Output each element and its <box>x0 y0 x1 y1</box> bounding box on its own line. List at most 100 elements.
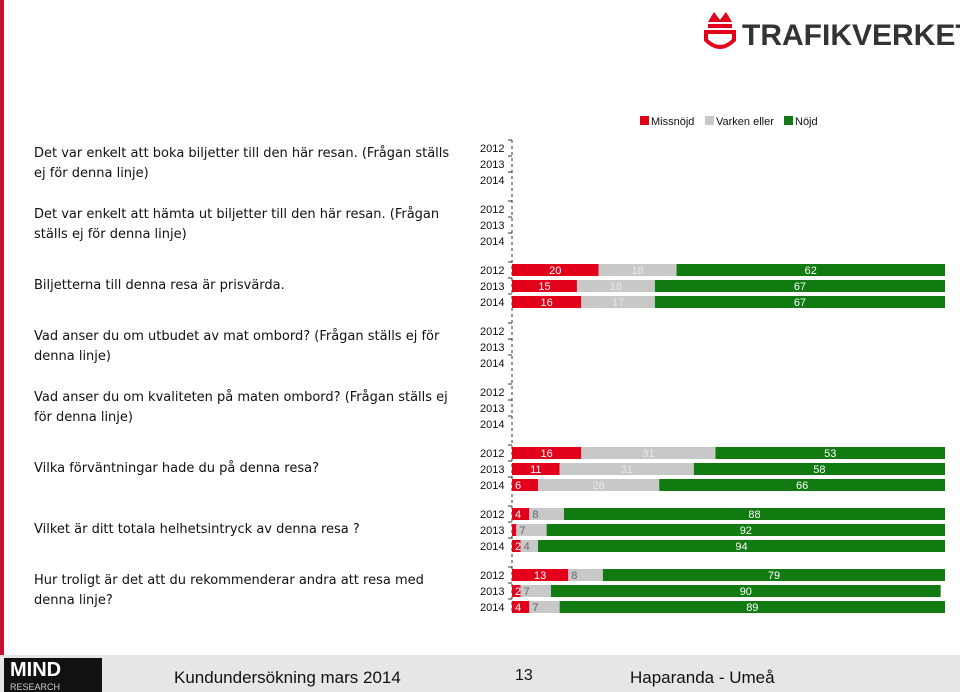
year-label: 2013 <box>480 403 504 415</box>
bar-segment <box>520 540 538 552</box>
year-label: 2014 <box>480 602 504 614</box>
footer-logo: MIND <box>10 659 61 681</box>
bar-segment <box>693 463 945 475</box>
logo-text: TRAFIKVERKET <box>742 19 960 52</box>
bar-segment <box>559 463 694 475</box>
year-label: 2013 <box>480 220 504 232</box>
value-label: 31 <box>621 464 633 476</box>
value-label: 4 <box>515 509 521 521</box>
value-label: 8 <box>571 570 577 582</box>
value-label: 11 <box>530 464 541 476</box>
footer-bar <box>0 655 960 692</box>
question-label: Det var enkelt att hämta ut biljetter ti… <box>34 207 440 242</box>
year-label: 2014 <box>480 541 504 553</box>
value-label: 7 <box>532 602 538 614</box>
value-label: 16 <box>541 297 553 309</box>
year-label: 2012 <box>480 448 504 460</box>
bar-segment <box>512 280 577 292</box>
year-label: 2013 <box>480 281 504 293</box>
footer-left: Kundundersökning mars 2014 <box>174 668 401 687</box>
year-label: 2012 <box>480 509 504 521</box>
bar-segment <box>568 569 603 581</box>
value-label: 15 <box>538 281 550 293</box>
bar-segment <box>512 585 521 597</box>
page-number: 13 <box>515 667 533 684</box>
footer-logo-box <box>4 658 102 692</box>
footer-logo-sub: RESEARCH <box>10 682 60 692</box>
value-label: 2 <box>515 541 521 553</box>
value-label: 67 <box>794 281 806 293</box>
year-label: 2013 <box>480 525 504 537</box>
year-label: 2014 <box>480 236 504 248</box>
year-label: 2014 <box>480 297 504 309</box>
value-label: 17 <box>612 297 624 309</box>
value-label: 8 <box>532 509 538 521</box>
bar-segment <box>581 447 716 459</box>
year-label: 2013 <box>480 342 504 354</box>
question-label: Biljetterna till denna resa är prisvärda… <box>34 278 285 293</box>
value-label: 67 <box>794 297 806 309</box>
bar-segment <box>563 508 945 520</box>
bar-segment <box>512 296 582 308</box>
value-label: 18 <box>631 265 643 277</box>
value-label: 88 <box>748 509 760 521</box>
question-label: Vad anser du om kvaliteten på maten ombo… <box>34 390 448 425</box>
logo-icon <box>704 12 736 49</box>
value-label: 7 <box>524 586 530 598</box>
bar-segment <box>512 601 530 613</box>
question-label: Vad anser du om utbudet av mat ombord? (… <box>34 329 440 364</box>
value-label: 20 <box>549 265 561 277</box>
value-label: 89 <box>746 602 758 614</box>
year-label: 2014 <box>480 480 504 492</box>
year-label: 2013 <box>480 464 504 476</box>
year-label: 2012 <box>480 265 504 277</box>
value-label: 28 <box>592 480 604 492</box>
year-label: 2012 <box>480 570 504 582</box>
value-label: 79 <box>768 570 780 582</box>
legend-label: Nöjd <box>795 116 818 128</box>
value-label: 4 <box>515 602 521 614</box>
value-label: 18 <box>610 281 622 293</box>
bar-segment <box>512 508 530 520</box>
value-label: 53 <box>824 448 836 460</box>
footer-right: Haparanda - Umeå <box>630 668 775 687</box>
year-label: 2012 <box>480 326 504 338</box>
year-label: 2014 <box>480 419 504 431</box>
value-label: 13 <box>534 570 546 582</box>
bar-segment <box>550 585 941 597</box>
bar-segment <box>529 601 560 613</box>
year-label: 2014 <box>480 175 504 187</box>
question-label: Vilka förväntningar hade du på denna res… <box>34 461 319 476</box>
value-label: 62 <box>805 265 817 277</box>
bar-segment <box>598 264 677 276</box>
bar-segment <box>512 569 569 581</box>
value-label: 16 <box>541 448 553 460</box>
bar-segment <box>654 296 945 308</box>
bar-segment <box>537 540 945 552</box>
value-label: 92 <box>740 525 752 537</box>
legend-label: Missnöjd <box>651 116 694 128</box>
bar-segment <box>576 280 655 292</box>
legend-label: Varken eller <box>716 116 774 128</box>
side-border <box>0 0 4 655</box>
value-label: 94 <box>735 541 747 553</box>
value-label: 7 <box>519 525 525 537</box>
bar-segment <box>546 524 945 536</box>
bar-segment <box>676 264 945 276</box>
bar-segment <box>537 479 660 491</box>
bar-segment <box>602 569 945 581</box>
year-label: 2012 <box>480 143 504 155</box>
bar-segment <box>516 524 547 536</box>
year-label: 2013 <box>480 586 504 598</box>
bar-segment <box>654 280 945 292</box>
year-label: 2013 <box>480 159 504 171</box>
bar-segment <box>581 296 655 308</box>
bar-segment <box>529 508 564 520</box>
bar-segment <box>512 447 582 459</box>
bar-segment <box>512 540 521 552</box>
bar-segment <box>715 447 945 459</box>
legend-swatch <box>784 116 793 125</box>
value-label: 31 <box>642 448 654 460</box>
value-label: 58 <box>813 464 825 476</box>
